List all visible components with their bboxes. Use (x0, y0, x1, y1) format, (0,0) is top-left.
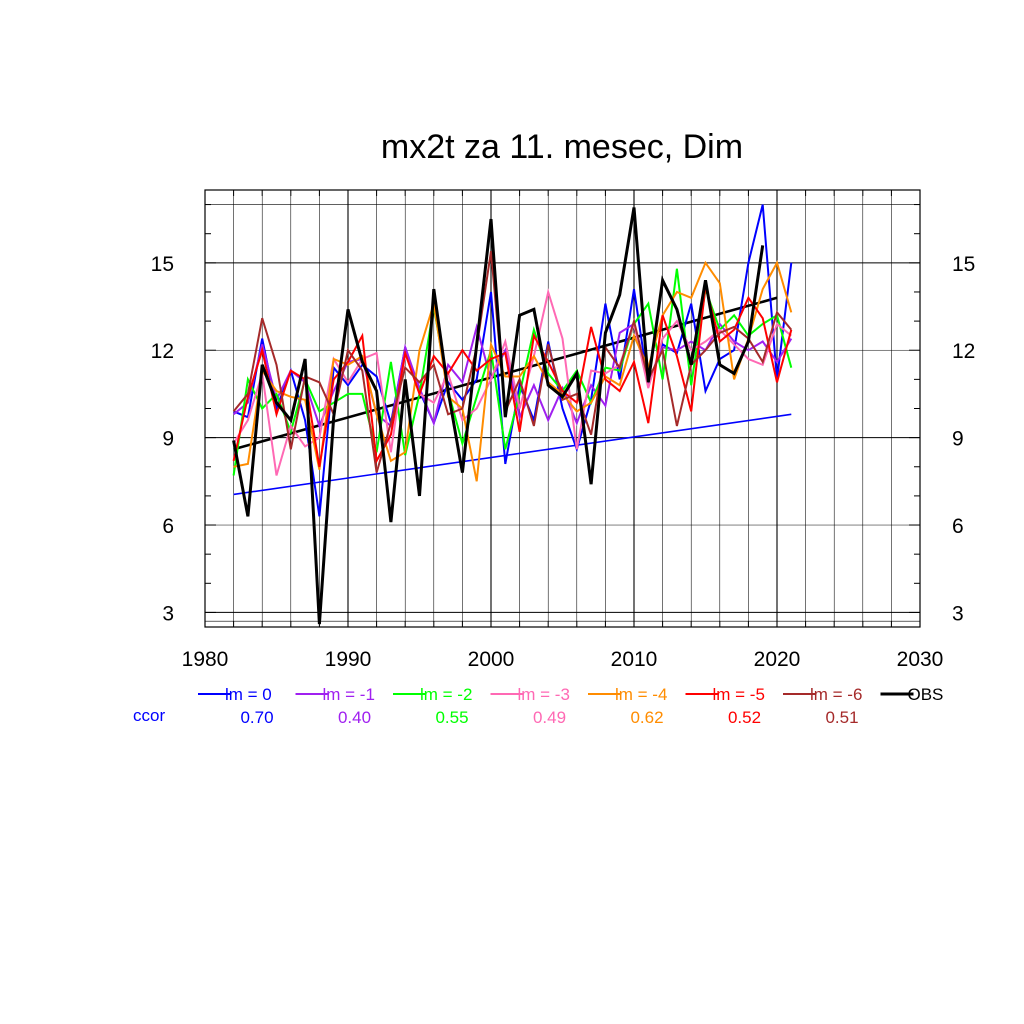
legend-label: OBS (908, 685, 944, 704)
legend-label: lm = 0 (225, 685, 272, 704)
y-tick-label-left: 6 (162, 515, 174, 538)
legend-label: lm = -2 (420, 685, 472, 704)
y-tick-label-right: 9 (952, 428, 964, 451)
y-tick-label-right: 15 (952, 253, 975, 276)
x-tick-label: 2030 (897, 648, 944, 671)
series-line (232, 285, 793, 467)
axis-ticks: 1980 1990 2000 2010 2020 2030 3 3 6 6 9 9 12 12 15 15 (151, 190, 975, 671)
grid-lines (205, 190, 920, 627)
ccor-label: ccor (133, 706, 165, 725)
series-line (232, 207, 765, 625)
x-tick-label: 1990 (325, 648, 372, 671)
legend-label: lm = -6 (810, 685, 862, 704)
x-tick-label: 2000 (468, 648, 515, 671)
y-tick-label-left: 3 (162, 602, 174, 625)
ccor-value: 0.62 (630, 708, 663, 727)
legend-label: lm = -1 (323, 685, 375, 704)
y-tick-label-right: 6 (952, 515, 964, 538)
y-tick-label-right: 3 (952, 602, 964, 625)
legend: ccor lm = 0 0.70 lm = -1 0.40 lm = -2 0.55 lm =… (133, 685, 943, 727)
series-line (232, 251, 793, 473)
x-tick-label: 2010 (611, 648, 658, 671)
ccor-value: 0.70 (240, 708, 273, 727)
x-tick-label: 2020 (754, 648, 801, 671)
y-tick-label-left: 9 (162, 428, 174, 451)
trend-line (233, 413, 792, 496)
ccor-value: 0.55 (435, 708, 468, 727)
x-tick-label: 1980 (182, 648, 229, 671)
ccor-value: 0.49 (533, 708, 566, 727)
legend-label: lm = -3 (518, 685, 570, 704)
y-tick-label-right: 12 (952, 340, 975, 363)
series-lines (232, 204, 793, 625)
legend-label: lm = -4 (615, 685, 667, 704)
ccor-value: 0.40 (338, 708, 371, 727)
legend-label: lm = -5 (713, 685, 765, 704)
ccor-value: 0.51 (825, 708, 858, 727)
y-tick-label-left: 15 (151, 253, 174, 276)
y-tick-label-left: 12 (151, 340, 174, 363)
chart-title: mx2t za 11. mesec, Dim (381, 128, 743, 166)
ccor-value: 0.52 (728, 708, 761, 727)
